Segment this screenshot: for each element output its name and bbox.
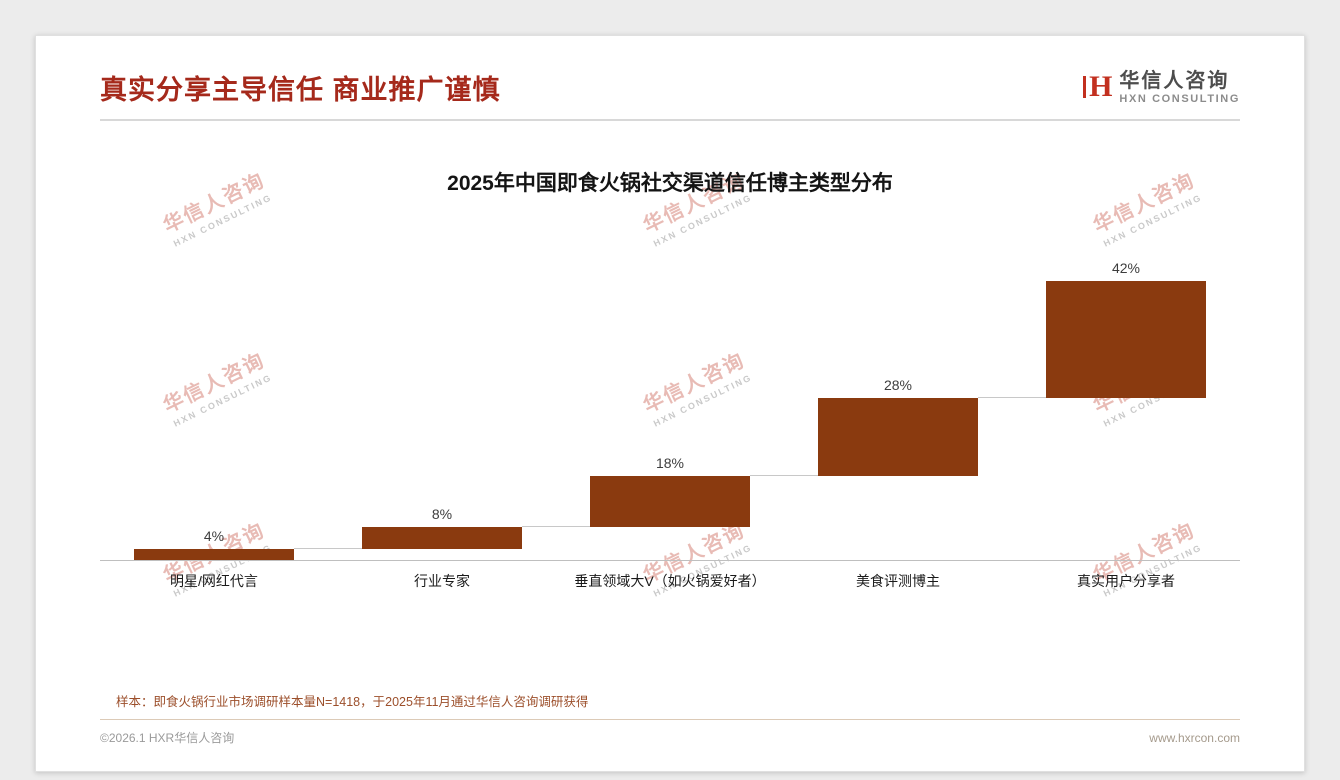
category-label: 行业专家	[414, 573, 470, 589]
brand-name: 华信人咨询	[1119, 69, 1230, 92]
category-label: 真实用户分享者	[1077, 573, 1175, 589]
header: 真实分享主导信任 商业推广谨慎 H 华信人咨询 HXN CONSULTING	[100, 36, 1240, 107]
bar-value-label: 4%	[203, 527, 225, 544]
category-label: 垂直领域大V（如火锅爱好者）	[574, 573, 766, 589]
bar-segment	[818, 398, 978, 477]
brand-logo: H 华信人咨询 HXN CONSULTING	[1083, 70, 1240, 106]
bar-segment	[134, 548, 294, 560]
bar-segment	[590, 476, 750, 527]
copyright-text: ©2026.1 HXR华信人咨询	[100, 731, 235, 745]
bar-value-label: 28%	[883, 377, 912, 394]
connector-line	[749, 475, 819, 477]
footer-divider	[100, 719, 1240, 720]
bar-value-label: 18%	[655, 455, 684, 472]
waterfall-chart: 4% 8% 18% 28% 42%	[100, 260, 1240, 561]
website-link[interactable]: www.hxrcon.com	[1149, 730, 1240, 745]
category-label: 美食评测博主	[856, 573, 940, 589]
bar-value-label: 8%	[431, 505, 453, 522]
brand-subtitle: HXN CONSULTING	[1119, 92, 1240, 105]
connector-line	[293, 547, 363, 549]
report-slide: 华信人咨询 HXN CONSULTING 华信人咨询 HXN CONSULTING 华信…	[35, 35, 1305, 772]
footer: ©2026.1 HXR华信人咨询 www.hxrcon.com	[100, 720, 1240, 746]
bar-value-label: 42%	[1111, 260, 1140, 276]
bar-segment	[1046, 281, 1206, 399]
chart-title: 2025年中国即食火锅社交渠道信任博主类型分布	[447, 172, 893, 195]
connector-line	[977, 397, 1047, 399]
page-title: 真实分享主导信任 商业推广谨慎	[100, 75, 501, 105]
hxn-logo-icon: H	[1083, 72, 1112, 102]
category-axis: 明星/网红代言 行业专家 垂直领域大V（如火锅爱好者） 美食评测博主 真实用户分享者	[100, 571, 1240, 591]
header-divider	[100, 119, 1240, 121]
category-label: 明星/网红代言	[170, 573, 258, 589]
sample-note: 样本：即食火锅行业市场调研样本量N=1418，于2025年11月通过华信人咨询调…	[116, 695, 589, 709]
bar-segment	[362, 526, 522, 549]
connector-line	[521, 525, 591, 527]
brand-logo-text: 华信人咨询 HXN CONSULTING	[1119, 70, 1240, 106]
